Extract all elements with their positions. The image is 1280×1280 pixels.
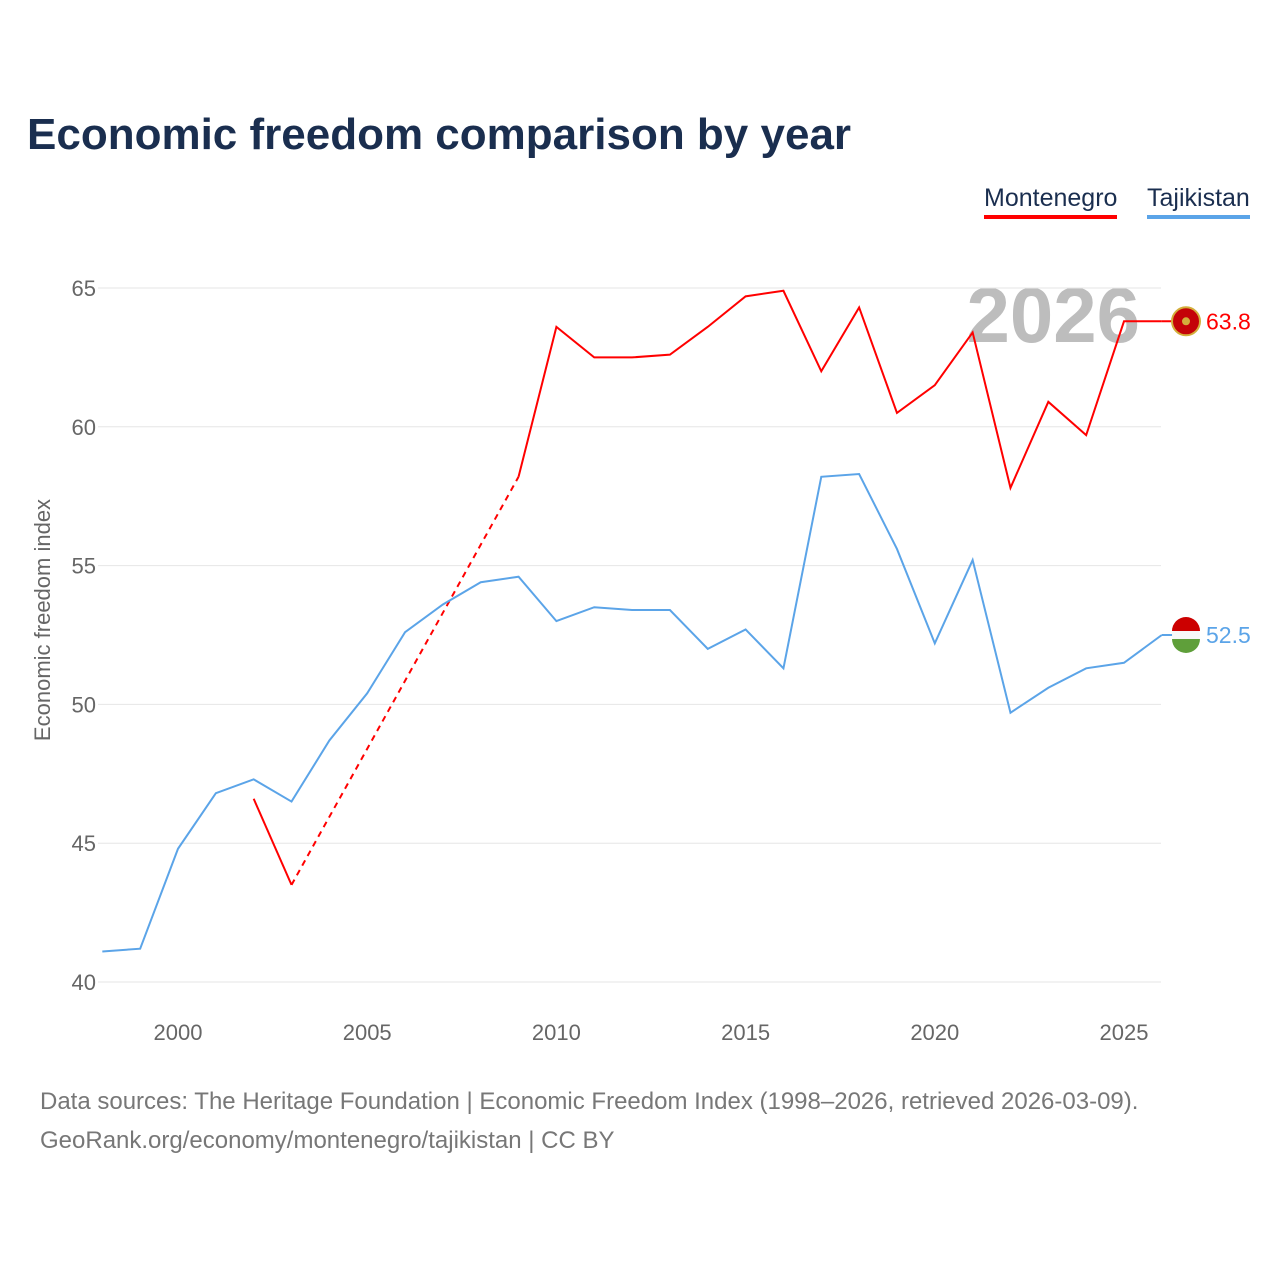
- legend-montenegro[interactable]: Montenegro: [984, 184, 1118, 219]
- y-tick-label: 40: [72, 970, 96, 995]
- legend-tajikistan[interactable]: Tajikistan: [1147, 184, 1250, 219]
- year-label: 2026: [966, 271, 1140, 359]
- x-tick-label: 2020: [910, 1020, 959, 1045]
- footer-sources: Data sources: The Heritage Foundation | …: [40, 1088, 1139, 1115]
- end-value-label: 63.8: [1206, 308, 1251, 334]
- x-tick-label: 2005: [343, 1020, 392, 1045]
- x-tick-label: 2025: [1100, 1020, 1149, 1045]
- x-tick-label: 2015: [721, 1020, 770, 1045]
- y-axis-label: Economic freedom index: [30, 499, 55, 741]
- x-tick-label: 2000: [154, 1020, 203, 1045]
- series-line-montenegro: [252, 798, 293, 886]
- flag-red-band: [1172, 617, 1200, 631]
- y-tick-label: 60: [72, 415, 96, 440]
- flag-green-band: [1172, 639, 1200, 653]
- y-tick-label: 45: [72, 831, 96, 856]
- chart-title: Economic freedom comparison by year: [27, 110, 852, 159]
- y-tick-label: 50: [72, 692, 96, 717]
- y-tick-label: 55: [72, 554, 96, 579]
- flag-emblem: [1182, 317, 1190, 326]
- series-line-montenegro: [517, 289, 1162, 491]
- series-gap-dashed: [290, 476, 520, 886]
- end-value-label: 52.5: [1206, 622, 1251, 648]
- series-line-tajikistan: [102, 472, 1163, 953]
- x-tick-label: 2010: [532, 1020, 581, 1045]
- y-tick-label: 65: [72, 276, 96, 301]
- footer-link[interactable]: GeoRank.org/economy/montenegro/tajikista…: [40, 1127, 615, 1154]
